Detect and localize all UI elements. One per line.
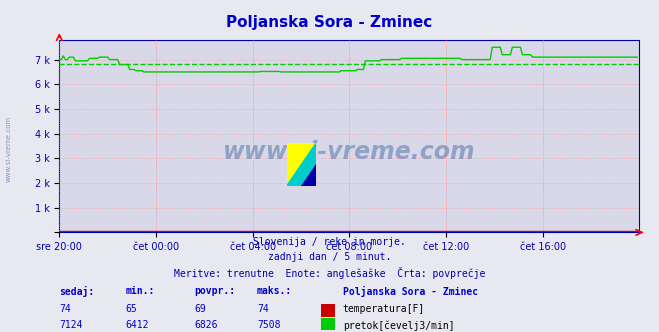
Text: Meritve: trenutne  Enote: anglešaške  Črta: povprečje: Meritve: trenutne Enote: anglešaške Črta… (174, 267, 485, 279)
Text: maks.:: maks.: (257, 286, 292, 295)
Polygon shape (287, 143, 316, 186)
Polygon shape (302, 164, 316, 186)
Text: 6826: 6826 (194, 320, 218, 330)
Text: temperatura[F]: temperatura[F] (343, 304, 425, 314)
Text: min.:: min.: (125, 286, 155, 295)
Text: sedaj:: sedaj: (59, 286, 94, 296)
Text: 7124: 7124 (59, 320, 83, 330)
Text: Slovenija / reke in morje.: Slovenija / reke in morje. (253, 237, 406, 247)
Text: www.si-vreme.com: www.si-vreme.com (5, 116, 11, 183)
Text: 74: 74 (257, 304, 269, 314)
Text: pretok[čevelj3/min]: pretok[čevelj3/min] (343, 320, 454, 331)
Text: 6412: 6412 (125, 320, 149, 330)
Text: Poljanska Sora - Zminec: Poljanska Sora - Zminec (343, 286, 478, 296)
Text: 69: 69 (194, 304, 206, 314)
Text: povpr.:: povpr.: (194, 286, 235, 295)
Text: 7508: 7508 (257, 320, 281, 330)
Text: 65: 65 (125, 304, 137, 314)
Text: Poljanska Sora - Zminec: Poljanska Sora - Zminec (227, 15, 432, 30)
Text: www.si-vreme.com: www.si-vreme.com (223, 139, 476, 164)
Text: zadnji dan / 5 minut.: zadnji dan / 5 minut. (268, 252, 391, 262)
Text: 74: 74 (59, 304, 71, 314)
